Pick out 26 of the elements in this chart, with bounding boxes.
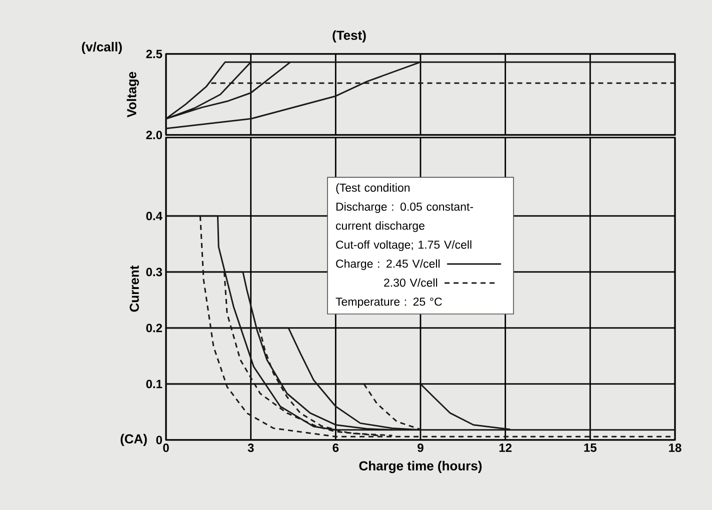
y-tick-label: 0.1 <box>146 380 162 388</box>
chart-title: (Test) <box>332 30 366 42</box>
y-tick-label: 2.5 <box>146 50 162 58</box>
x-tick-label: 6 <box>332 444 339 452</box>
x-tick-label: 9 <box>418 444 424 452</box>
annotation: (Test condition <box>336 183 410 194</box>
legend-label: 2.30 V/cell <box>384 278 438 287</box>
x-tick-label: 12 <box>499 444 512 452</box>
x-axis-title: Charge time (hours) <box>359 460 482 474</box>
legend-label: Charge : 2.45 V/cell <box>336 259 440 270</box>
x-tick-label: 0 <box>163 444 169 452</box>
y-tick-label: 0.2 <box>146 324 162 332</box>
x-tick-label: 18 <box>669 444 682 452</box>
annotation: Cut-off voltage; 1.75 V/cell <box>336 240 472 252</box>
y-tick-label: 0 <box>156 436 162 444</box>
text: (v/call) <box>82 42 122 54</box>
x-tick-label: 3 <box>248 444 254 452</box>
y-tick-label: 0.3 <box>146 268 162 276</box>
y-tick-label: 0.4 <box>146 212 162 220</box>
x-tick-label: 15 <box>584 444 596 452</box>
text: (CA) <box>120 434 147 446</box>
y-tick-label: 2.0 <box>146 130 162 140</box>
annotation: Temperature : 25 °C <box>336 298 442 308</box>
y-axis-title: Voltage <box>126 72 139 118</box>
y-axis-title: Current <box>130 265 139 312</box>
annotation: Discharge : 0.05 constant-current discharge <box>336 202 474 232</box>
